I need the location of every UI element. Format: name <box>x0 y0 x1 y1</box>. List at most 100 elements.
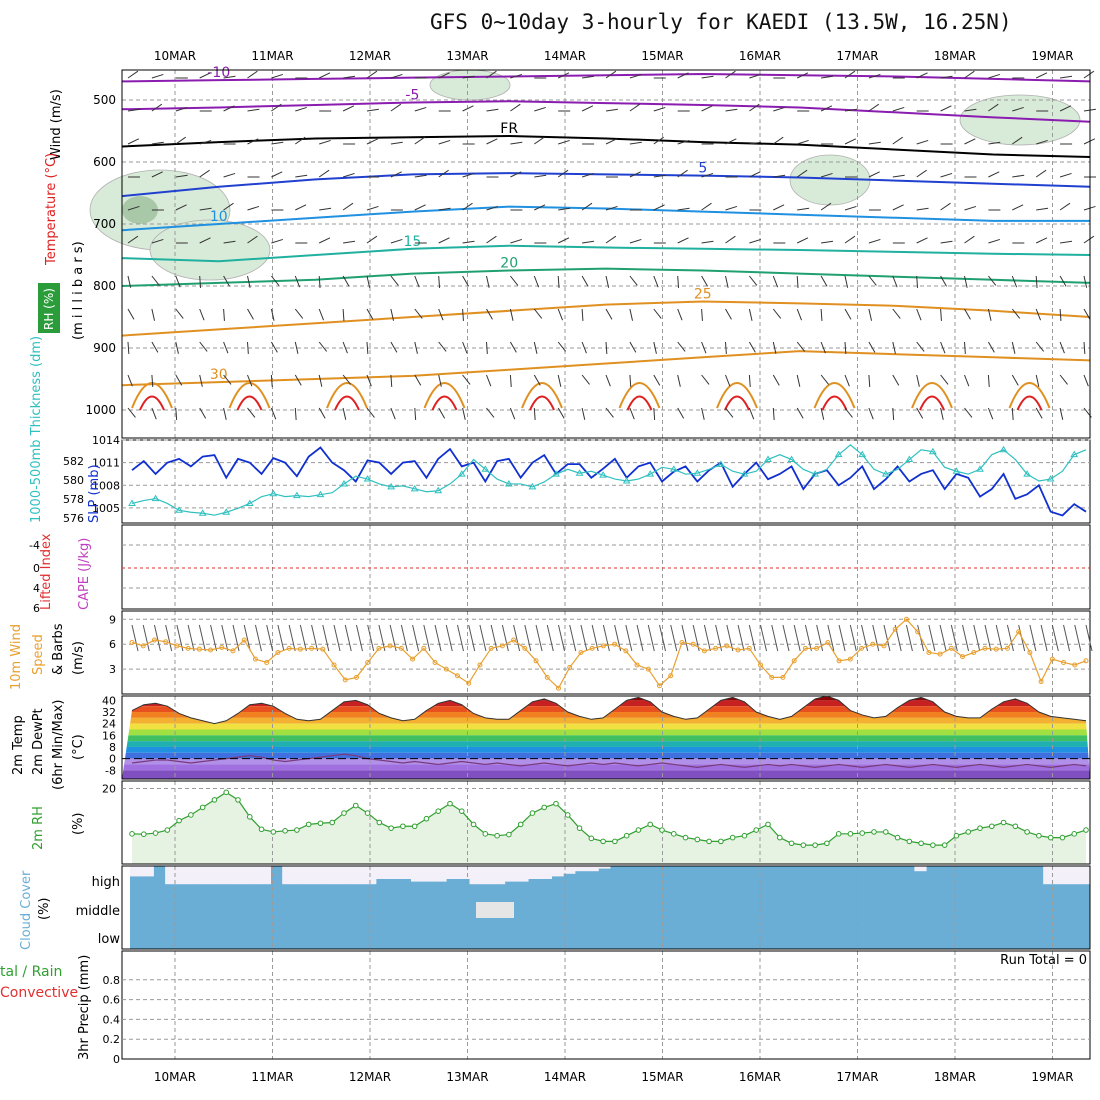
wind-barb <box>748 374 751 388</box>
wind-barb-10m <box>838 624 846 652</box>
rh-marker <box>741 832 748 839</box>
wind-speed-marker <box>859 645 865 651</box>
wind-barb <box>223 407 227 420</box>
wind-speed-marker <box>163 639 169 645</box>
surface-hot-contour <box>1016 395 1043 411</box>
wind-barb <box>653 174 666 178</box>
rh-marker <box>317 820 324 827</box>
wind-speed-marker <box>544 674 550 680</box>
wind-barb <box>1060 75 1073 79</box>
thickness-marker <box>552 470 560 477</box>
wind-barb <box>1011 275 1018 288</box>
wind-speed-marker <box>679 640 685 646</box>
wind-barb <box>868 238 881 244</box>
wind-barb <box>175 136 186 145</box>
wind-speed-marker <box>758 662 764 668</box>
surface-hot-contour <box>236 395 263 411</box>
wind-barb <box>414 204 426 211</box>
thickness-marker <box>528 482 537 490</box>
wind-barb <box>677 139 690 145</box>
rh-line <box>131 791 1087 846</box>
rh-marker <box>305 821 312 828</box>
wind-barb <box>223 172 236 178</box>
wind-barb <box>271 141 284 145</box>
wind-barb <box>127 407 136 418</box>
wind-barb-10m <box>737 624 745 652</box>
wind-barb-10m <box>254 624 262 652</box>
wind-barb <box>534 174 547 178</box>
wind-barb <box>916 207 929 211</box>
rh-marker <box>506 831 512 838</box>
wind-barb <box>318 374 323 387</box>
wind-barb <box>868 171 880 178</box>
panel-frame <box>121 950 1091 1060</box>
wind-speed-marker <box>443 666 449 672</box>
rh-marker <box>517 821 524 828</box>
thickness-marker <box>457 470 466 477</box>
wind-speed-marker <box>252 656 258 662</box>
wind-speed-marker <box>836 658 842 664</box>
thickness-marker <box>316 490 325 498</box>
rh-marker <box>529 810 536 816</box>
contour-label: 5 <box>698 161 707 177</box>
wind-barb <box>629 341 637 353</box>
wind-barb <box>725 407 734 418</box>
rh-marker <box>1036 832 1042 839</box>
wind-barb <box>749 73 762 79</box>
rh-marker <box>188 812 194 818</box>
wind-barb <box>629 103 641 112</box>
wind-barb <box>797 207 810 211</box>
wind-barb-10m <box>771 624 779 652</box>
wind-speed-marker <box>275 650 281 655</box>
wind-barb <box>510 238 523 244</box>
wind-barb <box>820 374 829 385</box>
wind-speed-marker <box>208 647 214 653</box>
wind-barb <box>605 235 617 244</box>
wind-barb-10m <box>153 624 161 652</box>
rh-marker <box>694 836 701 843</box>
wind-barb <box>988 171 1000 178</box>
wind-barb-10m <box>524 624 532 652</box>
wind-barb <box>653 308 662 319</box>
legend-total-rain: tal / Rain <box>0 964 62 980</box>
wind-barb <box>271 171 283 178</box>
wind-speed-marker <box>960 654 966 660</box>
cloud-level-label: high <box>92 875 120 890</box>
top-date-label: 15MAR <box>641 49 683 63</box>
wind-barb <box>462 308 464 322</box>
rh-marker <box>906 838 913 845</box>
rh-marker <box>576 825 583 831</box>
rh-marker <box>470 821 477 828</box>
high-cloud-gap <box>422 866 435 882</box>
wind-barb <box>629 374 632 388</box>
wind-barb <box>390 73 403 79</box>
wind-barb <box>509 407 516 420</box>
top-date-label: 11MAR <box>251 49 293 63</box>
rh-shading-area <box>429 69 511 101</box>
thickness-tick-label: 576 <box>63 512 84 525</box>
wind-barb <box>1011 374 1019 386</box>
wind-barb <box>486 275 490 288</box>
wind-barb-10m <box>760 624 768 652</box>
temperature-band <box>122 752 1090 759</box>
rh-marker <box>753 827 760 833</box>
thickness-marker <box>834 450 843 458</box>
wind-barb-10m <box>905 624 913 652</box>
wind-barb <box>605 205 618 211</box>
wind-barb <box>414 174 427 178</box>
wind-barb <box>270 308 275 321</box>
wind-barb-10m <box>187 624 195 652</box>
wind-barb <box>844 374 850 387</box>
wind-barb <box>892 374 900 386</box>
wind-barb-10m <box>322 624 330 652</box>
wind-barb <box>1011 407 1014 421</box>
wind-barb <box>533 407 536 421</box>
thickness-marker <box>787 455 796 463</box>
wind-barb <box>916 275 919 289</box>
high-cloud-gap <box>481 866 494 885</box>
wind-barb <box>390 341 398 353</box>
axis-label-cape: CAPE (J/kg) <box>77 538 92 610</box>
thickness-line <box>131 444 1087 516</box>
temperature-band <box>122 729 1090 736</box>
wind-barb <box>438 275 441 289</box>
